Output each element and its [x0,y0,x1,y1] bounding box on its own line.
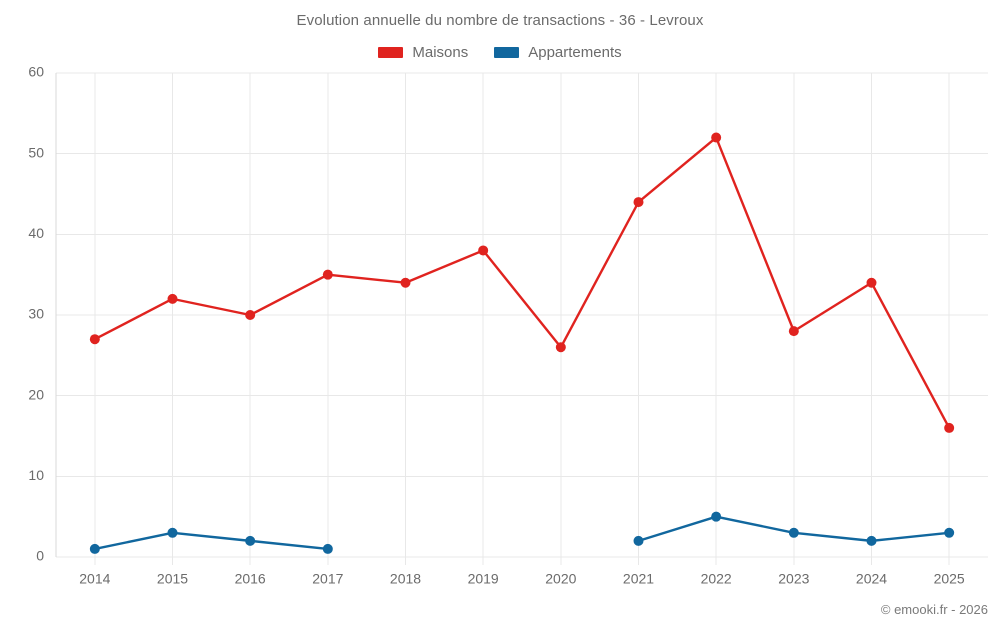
legend-swatch-maisons [378,47,404,58]
y-axis-tick-labels: 0 10 20 30 40 50 60 [28,64,44,564]
series-line-appartements [93,531,330,551]
data-point[interactable] [400,277,411,288]
data-point[interactable] [167,293,178,304]
y-axis-tick-label: 40 [28,225,44,241]
x-axis-tick-label: 2014 [79,570,110,586]
data-point[interactable] [555,342,566,353]
data-point[interactable] [633,197,644,208]
legend-label-maisons: Maisons [412,44,469,61]
legend-swatch-appartements [494,47,520,58]
data-point[interactable] [633,535,644,546]
x-axis-tick-label: 2025 [934,570,965,586]
chart-legend: Maisons Appartements [0,44,1000,61]
x-axis-tick-label: 2022 [701,570,732,586]
data-point[interactable] [89,543,100,554]
y-axis-tick-label: 30 [28,306,44,322]
y-axis-tick-label: 10 [28,467,44,483]
data-point[interactable] [866,277,877,288]
x-axis-tick-label: 2015 [157,570,188,586]
x-axis-tick-label: 2023 [778,570,809,586]
data-point[interactable] [788,326,799,337]
x-axis-tick-label: 2024 [856,570,887,586]
legend-item-appartements[interactable]: Appartements [494,44,622,61]
x-axis-tick-label: 2017 [312,570,343,586]
x-axis-tick-label: 2021 [623,570,654,586]
data-point[interactable] [89,334,100,345]
x-axis-tick-label: 2016 [235,570,266,586]
y-axis-tick-label: 0 [36,548,44,564]
data-point[interactable] [322,269,333,280]
y-axis-tick-label: 20 [28,386,44,402]
legend-item-maisons[interactable]: Maisons [378,44,468,61]
data-point[interactable] [245,535,256,546]
footer-credit: © emooki.fr - 2026 [880,602,988,617]
data-point[interactable] [944,422,955,433]
data-point[interactable] [711,511,722,522]
x-axis-tick-label: 2020 [545,570,576,586]
x-axis-tick-label: 2018 [390,570,421,586]
data-point[interactable] [478,245,489,256]
y-axis-tick-label: 60 [28,64,44,80]
data-point[interactable] [788,527,799,538]
data-point[interactable] [322,543,333,554]
legend-label-appartements: Appartements [528,44,622,61]
series-points-group [89,132,955,554]
series-line-maisons [93,136,951,430]
gridlines-group [55,72,988,565]
data-point[interactable] [245,310,256,320]
chart-title: Evolution annuelle du nombre de transact… [296,12,704,29]
data-point[interactable] [167,527,178,538]
x-axis-tick-label: 2019 [468,570,499,586]
y-axis-tick-label: 50 [28,144,44,160]
data-point[interactable] [866,535,877,546]
data-point[interactable] [944,527,955,538]
x-axis-tick-labels: 2014 2015 2016 2017 2018 2019 2020 2021 2022 2023… [79,570,965,586]
data-point[interactable] [711,132,722,143]
series-lines-group [93,136,951,551]
